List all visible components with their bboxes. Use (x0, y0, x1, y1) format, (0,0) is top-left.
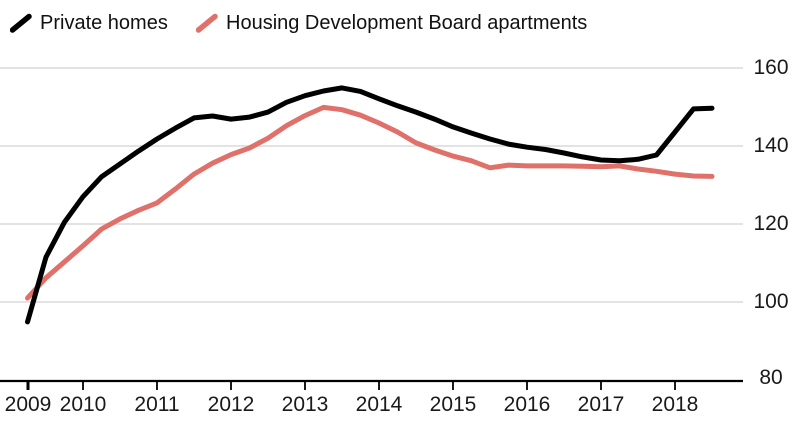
x-tick-label: 2018 (651, 393, 699, 416)
x-tick-label: 2010 (59, 393, 107, 416)
x-tick-label: 2016 (503, 393, 551, 416)
x-tick-label: 2013 (281, 393, 329, 416)
legend-label-hdb-apartments: Housing Development Board apartments (226, 12, 588, 34)
x-tick-label: 2015 (429, 393, 477, 416)
red-line-swatch-icon (196, 13, 218, 33)
black-line-swatch-icon (10, 13, 32, 33)
legend: Private homes Housing Development Board … (0, 10, 800, 36)
y-tick-label: 120 (753, 212, 789, 235)
x-tick-label: 2014 (355, 393, 403, 416)
legend-item-hdb-apartments: Housing Development Board apartments (196, 10, 587, 36)
legend-item-private-homes: Private homes (10, 10, 168, 36)
x-tick-label: 2012 (207, 393, 255, 416)
x-tick-label: 2011 (134, 393, 180, 416)
y-tick-label: 80 (759, 366, 783, 389)
y-tick-label: 160 (753, 56, 789, 79)
y-tick-label: 100 (753, 290, 789, 313)
legend-label-private-homes: Private homes (40, 12, 168, 34)
y-tick-label: 140 (753, 134, 789, 157)
x-tick-label: 2009 (4, 393, 52, 416)
x-tick-label: 2017 (577, 393, 625, 416)
